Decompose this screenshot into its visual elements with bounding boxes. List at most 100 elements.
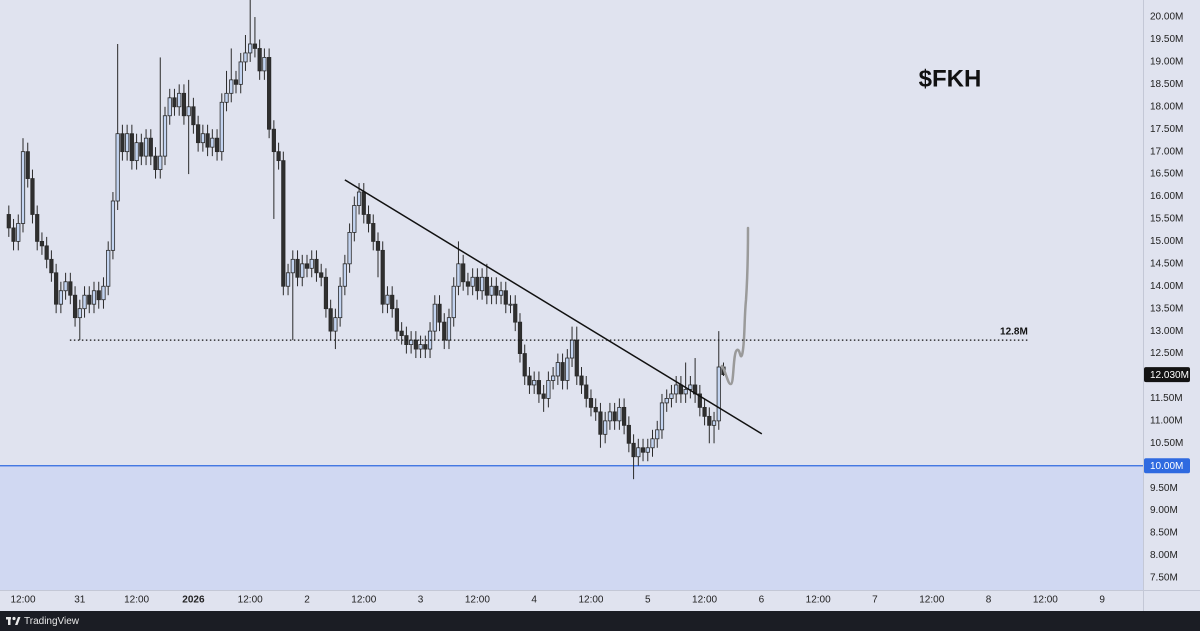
candle-body [683, 389, 688, 395]
candle-body [470, 276, 475, 287]
candle-body [650, 438, 655, 449]
y-tick-label: 19.50M [1150, 34, 1183, 45]
candle-body [148, 137, 153, 157]
candle-body [257, 48, 262, 72]
candle-body [25, 151, 30, 179]
candle-body [101, 285, 106, 301]
candle-body [456, 263, 461, 287]
candle-body [541, 393, 546, 399]
candle-body [300, 263, 305, 278]
candle-body [626, 424, 631, 444]
candle-body [200, 133, 205, 144]
candle-body [702, 406, 707, 417]
candle-body [409, 339, 414, 345]
candle-body [688, 384, 693, 390]
candle-body [659, 402, 665, 431]
projection-path [720, 226, 750, 386]
candle-body [645, 447, 650, 453]
candle-body [366, 214, 371, 224]
candle-body [489, 285, 494, 296]
candle-body [91, 290, 97, 305]
candle-body [82, 294, 87, 310]
candle-body [361, 191, 366, 215]
x-tick-label: 3 [418, 595, 424, 606]
candle-body [44, 245, 49, 260]
y-tick-label: 15.50M [1150, 214, 1183, 225]
x-tick-label: 12:00 [351, 595, 376, 606]
y-tick-label: 8.50M [1150, 528, 1178, 539]
candle-body [527, 375, 532, 386]
candle-body [371, 223, 376, 242]
candle-body [555, 362, 560, 377]
candle-body [58, 290, 63, 305]
candle-body [446, 317, 452, 341]
candle-body [205, 133, 210, 148]
candle-body [77, 308, 82, 319]
candle-body [333, 317, 338, 332]
x-tick-label: 31 [74, 595, 86, 606]
candle-body [196, 124, 201, 144]
candle-body [480, 276, 485, 292]
x-tick-label: 8 [986, 595, 992, 606]
candle-body [356, 191, 362, 206]
x-tick-label: 12:00 [465, 595, 490, 606]
candle-body [617, 406, 622, 422]
y-tick-label: 19.00M [1150, 57, 1183, 68]
y-tick-label: 15.00M [1150, 236, 1183, 247]
candle-body [532, 380, 537, 386]
candle-body [229, 79, 234, 94]
candle-body [214, 137, 220, 153]
candle-body [11, 227, 16, 242]
x-tick-label: 7 [872, 595, 878, 606]
candle-body [158, 155, 163, 170]
y-tick-label: 11.00M [1150, 415, 1183, 426]
candle-body [631, 442, 636, 458]
candle-body [177, 92, 182, 108]
candle-body [314, 258, 319, 274]
candle-body [63, 281, 68, 292]
candle-body [385, 294, 390, 305]
x-tick-label: 9 [1099, 595, 1105, 606]
time-axis-panel [0, 590, 1143, 611]
x-tick-label: 12:00 [10, 595, 35, 606]
candle-body [380, 249, 385, 305]
y-tick-label: 17.50M [1150, 124, 1183, 135]
footer-bar [0, 611, 1200, 631]
trendline [344, 179, 763, 435]
candle-body [181, 92, 187, 117]
x-tick-label: 12:00 [1033, 595, 1058, 606]
candle-body [494, 285, 499, 296]
y-tick-label: 16.00M [1150, 191, 1183, 202]
candle-body [352, 205, 357, 233]
y-tick-label: 18.00M [1150, 101, 1183, 112]
candle-body [129, 133, 134, 162]
candle-body [475, 276, 480, 292]
candle-body [442, 321, 447, 341]
y-tick-label: 12.50M [1150, 348, 1183, 359]
candle-body [49, 258, 54, 274]
candle-body [16, 223, 21, 242]
y-tick-label: 17.00M [1150, 146, 1183, 157]
candle-body [347, 232, 352, 265]
candle-body [640, 447, 646, 453]
y-tick-label: 10.50M [1150, 438, 1183, 449]
candle-body [106, 249, 111, 287]
candle-body [262, 57, 267, 72]
y-tick-label: 16.50M [1150, 169, 1183, 180]
candle-body [593, 406, 598, 413]
candle-body [536, 380, 542, 395]
y-tick-label: 9.00M [1150, 505, 1178, 516]
candle-body [437, 303, 442, 323]
candle-body [153, 155, 158, 170]
x-tick-label: 12:00 [806, 595, 831, 606]
candle-body [125, 133, 130, 153]
candle-body [224, 92, 229, 103]
footer-text: TradingView [24, 616, 80, 627]
candle-body [607, 411, 613, 422]
price-box [1144, 367, 1190, 383]
x-tick-label: 12:00 [124, 595, 149, 606]
candle-body [167, 97, 172, 117]
